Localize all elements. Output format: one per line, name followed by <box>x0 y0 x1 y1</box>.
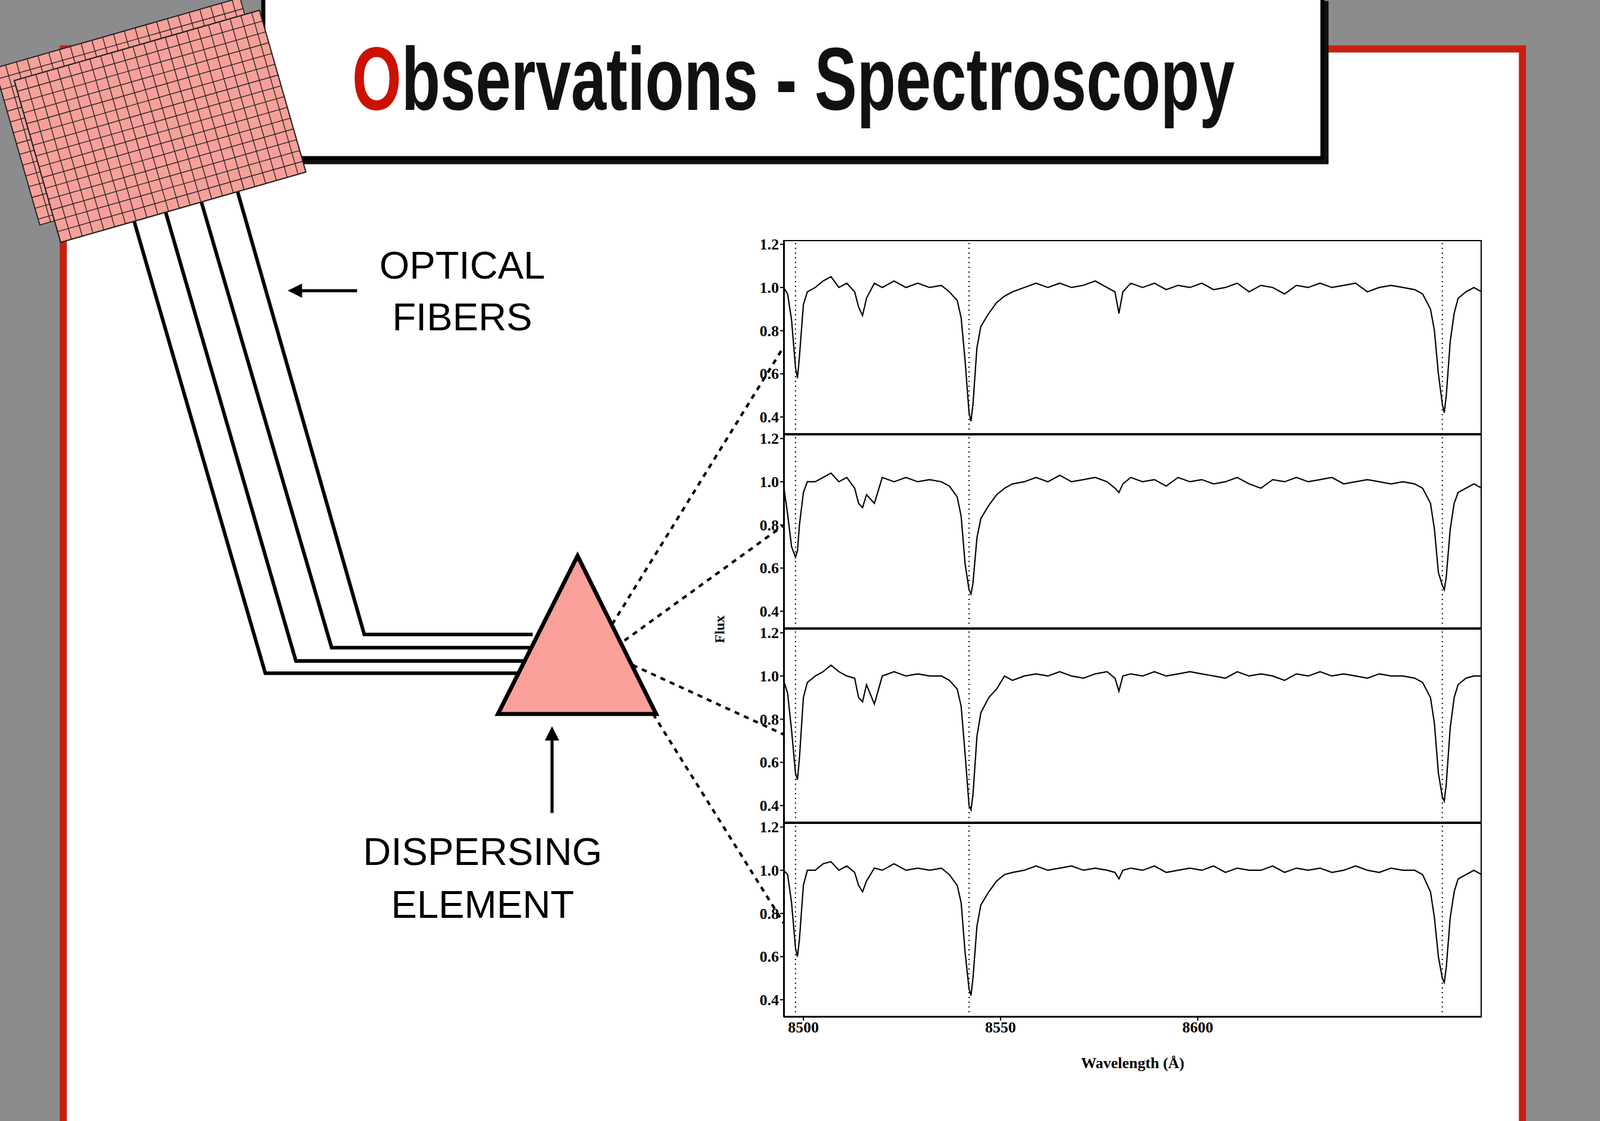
svg-text:0.4: 0.4 <box>759 603 780 621</box>
svg-text:1.0: 1.0 <box>759 279 780 297</box>
svg-text:8550: 8550 <box>985 1018 1016 1037</box>
svg-text:DISPERSING: DISPERSING <box>363 830 603 874</box>
svg-text:0.4: 0.4 <box>759 797 780 815</box>
svg-text:0.4: 0.4 <box>759 408 780 426</box>
svg-text:1.2: 1.2 <box>759 235 780 254</box>
svg-text:0.4: 0.4 <box>759 991 780 1009</box>
svg-text:OPTICAL: OPTICAL <box>379 243 545 287</box>
svg-text:0.6: 0.6 <box>759 559 780 577</box>
svg-text:0.8: 0.8 <box>759 516 780 535</box>
svg-text:Observations - Spectroscopy: Observations - Spectroscopy <box>352 28 1236 129</box>
svg-text:FIBERS: FIBERS <box>392 295 533 339</box>
svg-text:0.6: 0.6 <box>759 948 780 966</box>
svg-text:Wavelength (Å): Wavelength (Å) <box>1080 1054 1185 1072</box>
svg-text:0.8: 0.8 <box>759 711 780 729</box>
svg-text:0.6: 0.6 <box>759 753 780 772</box>
svg-text:1.0: 1.0 <box>759 862 780 880</box>
svg-text:1.0: 1.0 <box>759 667 780 686</box>
svg-text:ELEMENT: ELEMENT <box>390 882 574 927</box>
svg-text:8600: 8600 <box>1182 1018 1214 1037</box>
svg-text:1.2: 1.2 <box>759 624 780 642</box>
svg-text:0.8: 0.8 <box>759 322 780 340</box>
svg-text:1.0: 1.0 <box>759 473 780 491</box>
svg-text:0.6: 0.6 <box>759 365 780 383</box>
svg-text:1.2: 1.2 <box>759 430 780 448</box>
svg-text:1.2: 1.2 <box>759 818 780 836</box>
svg-text:8500: 8500 <box>787 1018 819 1037</box>
svg-text:0.8: 0.8 <box>759 905 780 923</box>
svg-text:Flux: Flux <box>711 615 728 644</box>
